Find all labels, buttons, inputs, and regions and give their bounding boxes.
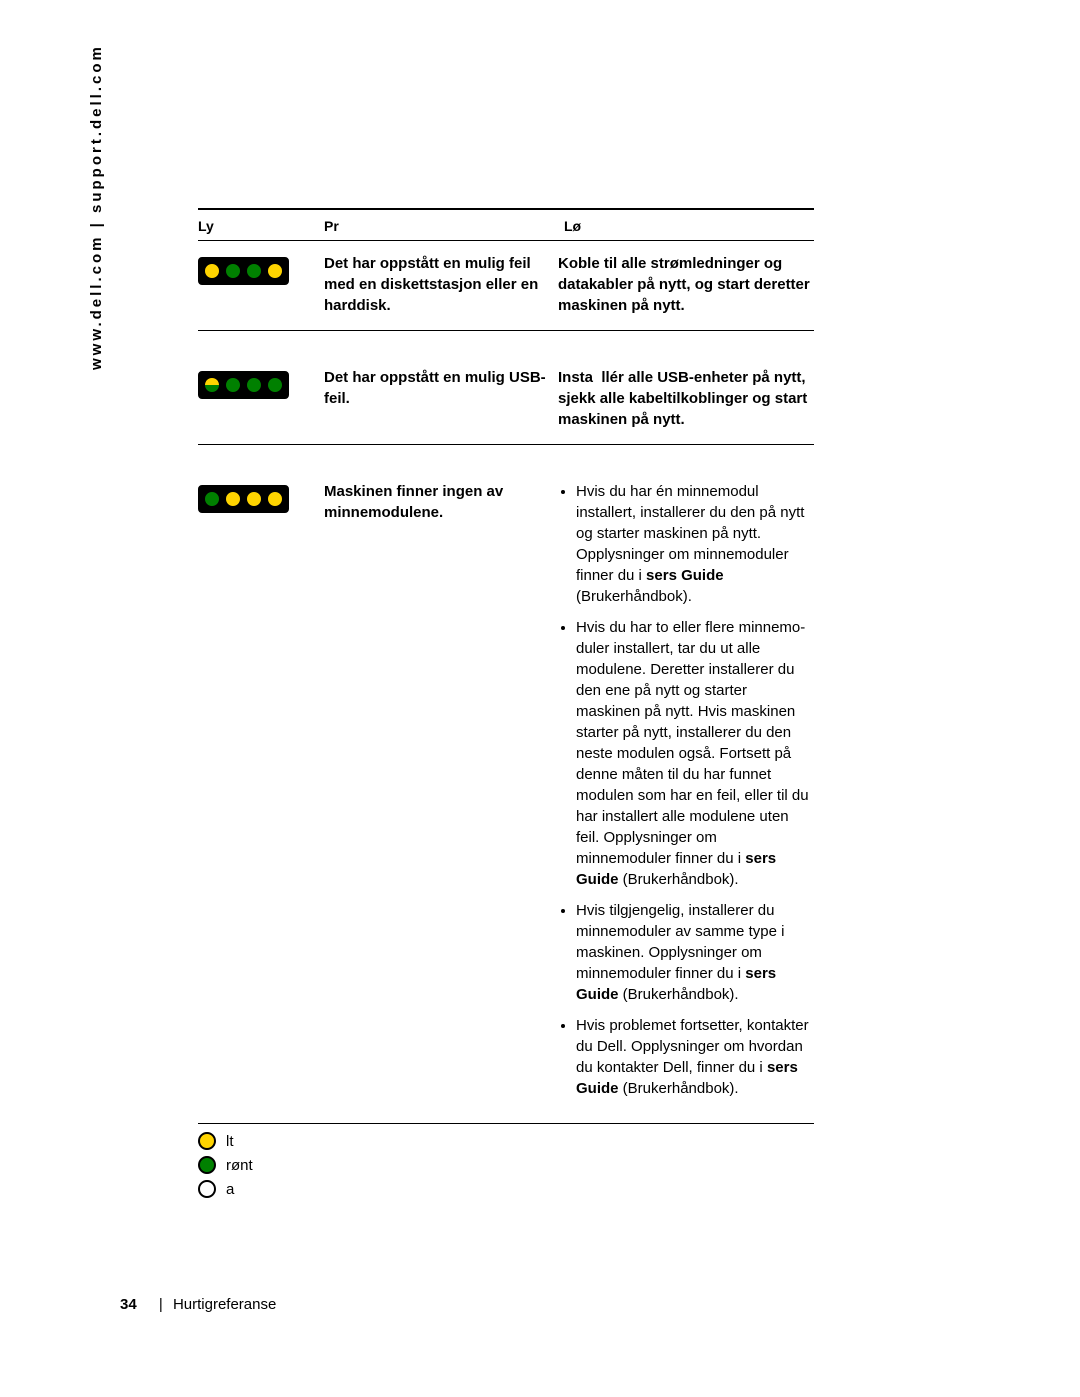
color-legend: lt rønt a — [198, 1132, 814, 1198]
lights-pattern — [198, 257, 289, 285]
light-2 — [224, 262, 242, 280]
sidebar-url-text: www.dell.com | support.dell.com — [88, 44, 105, 370]
lights-cell — [198, 367, 324, 430]
legend-row-yellow: lt — [198, 1132, 814, 1150]
lights-pattern — [198, 485, 289, 513]
table-bottom-rule — [198, 1123, 814, 1124]
lights-cell — [198, 481, 324, 1109]
problem-cell: Det har oppstått en mulig USB-feil. — [324, 367, 558, 430]
light-4 — [266, 490, 284, 508]
header-lights: Ly — [198, 218, 324, 234]
solution-list: Hvis du har én minnemodul installert, in… — [558, 481, 814, 1099]
legend-label: rønt — [226, 1157, 253, 1174]
solution-cell: Hvis du har én minnemodul installert, in… — [558, 481, 814, 1109]
footer-section: Hurtigreferanse — [173, 1296, 276, 1313]
legend-light-yellow — [198, 1132, 216, 1150]
light-4 — [266, 376, 284, 394]
header-solution: Lø — [564, 218, 814, 234]
page-number: 34 — [120, 1296, 137, 1313]
light-4 — [266, 262, 284, 280]
solution-cell: Koble til alle strømledninger og datakab… — [558, 253, 814, 316]
solution-cell: Insta llér alle USB-enheter på nytt, sje… — [558, 367, 814, 430]
legend-row-off: a — [198, 1180, 814, 1198]
table-row: Det har oppstått en mulig feil med en di… — [198, 240, 814, 330]
list-item: Hvis du har to eller flere minnemo-duler… — [576, 617, 814, 890]
problem-cell: Maskinen finner ingen av minnemodulene. — [324, 481, 558, 1109]
table-row: Det har oppstått en mulig USB-feil. Inst… — [198, 330, 814, 444]
lights-cell — [198, 253, 324, 316]
table-row: Maskinen finner ingen av minnemodulene. … — [198, 444, 814, 1123]
legend-light-off — [198, 1180, 216, 1198]
legend-label: lt — [226, 1133, 234, 1150]
legend-label: a — [226, 1181, 234, 1198]
light-3 — [245, 490, 263, 508]
light-3 — [245, 376, 263, 394]
list-item: Hvis problemet fortsetter, kontakter du … — [576, 1015, 814, 1099]
diagnostic-table: Ly Pr Lø Det har oppstått en mulig feil … — [198, 208, 814, 1204]
list-item: Hvis du har én minnemodul installert, in… — [576, 481, 814, 607]
lights-pattern — [198, 371, 289, 399]
list-item: Hvis tilgjengelig, installerer du minnem… — [576, 900, 814, 1005]
light-1 — [203, 262, 221, 280]
light-2 — [224, 376, 242, 394]
light-1 — [203, 490, 221, 508]
legend-light-green — [198, 1156, 216, 1174]
table-top-rule — [198, 208, 814, 210]
table-header-row: Ly Pr Lø — [198, 214, 814, 240]
page-footer: 34 | Hurtigreferanse — [120, 1296, 276, 1313]
light-3 — [245, 262, 263, 280]
problem-cell: Det har oppstått en mulig feil med en di… — [324, 253, 558, 316]
light-2 — [224, 490, 242, 508]
header-problem: Pr — [324, 218, 564, 234]
footer-separator: | — [159, 1296, 163, 1313]
light-1 — [203, 376, 221, 394]
legend-row-green: rønt — [198, 1156, 814, 1174]
